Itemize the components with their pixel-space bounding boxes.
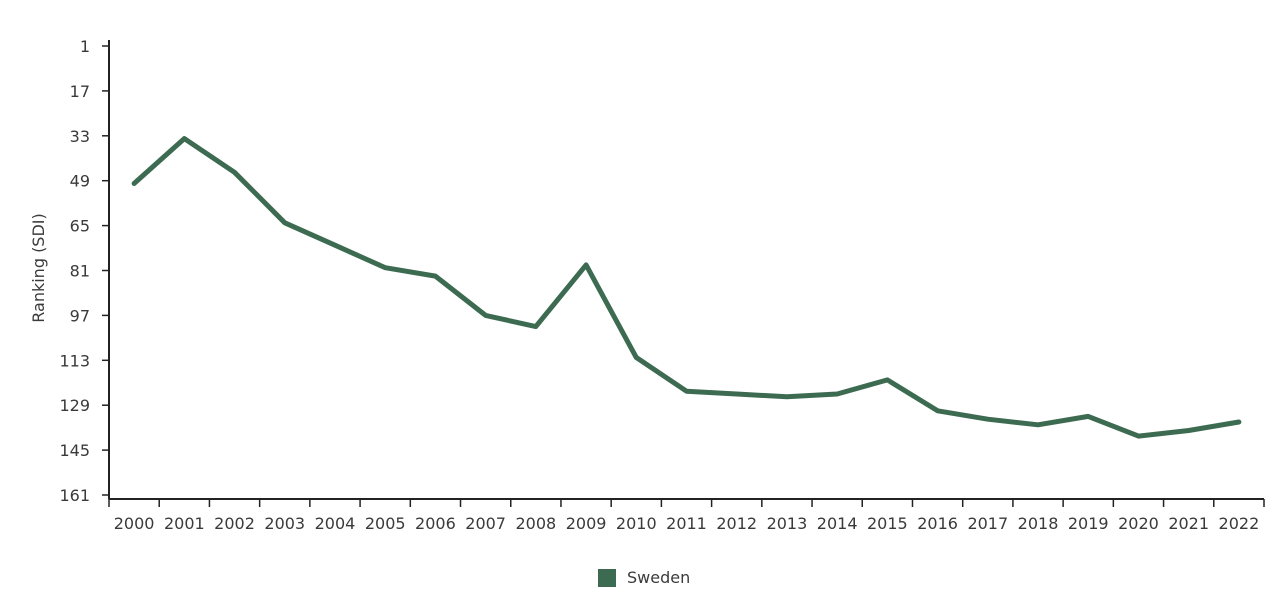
x-tick-label: 2020	[1118, 514, 1159, 533]
y-tick-label: 1	[80, 37, 90, 56]
y-tick-label: 81	[70, 262, 90, 281]
y-axis-label: Ranking (SDI)	[29, 213, 48, 322]
x-tick-label: 2010	[616, 514, 657, 533]
x-tick-label: 2011	[666, 514, 707, 533]
x-tick-label: 2001	[164, 514, 205, 533]
x-tick-label: 2013	[767, 514, 808, 533]
x-tick-label: 2002	[214, 514, 255, 533]
y-tick-label: 65	[70, 217, 90, 236]
x-tick-label: 2003	[264, 514, 305, 533]
y-tick-label: 17	[70, 82, 90, 101]
x-tick-label: 2006	[415, 514, 456, 533]
x-tick-label: 2019	[1068, 514, 1109, 533]
x-tick-label: 2004	[315, 514, 356, 533]
y-tick-labels: 1 17 33 49 65 81 97 113 129 145 161	[59, 37, 109, 505]
x-tick-label: 2007	[465, 514, 506, 533]
legend-swatch-sweden	[598, 568, 616, 587]
x-tick-label: 2000	[114, 514, 155, 533]
series-line-sweden	[131, 136, 1242, 439]
y-tick-label: 49	[70, 172, 90, 191]
x-tick-label: 2015	[867, 514, 908, 533]
x-tick-label: 2018	[1018, 514, 1059, 533]
x-tick-label: 2022	[1219, 514, 1260, 533]
axes	[108, 40, 1264, 500]
y-tick-label: 33	[70, 127, 90, 146]
x-tick-label: 2021	[1168, 514, 1209, 533]
y-tick-label: 97	[70, 306, 90, 325]
x-tick-label: 2017	[967, 514, 1008, 533]
x-tick-label: 2008	[515, 514, 556, 533]
y-tick-label: 113	[59, 351, 90, 370]
series-group	[131, 136, 1242, 439]
x-tick-labels: 2000 2001 2002 2003 2004 2005 2006 2007 2008 2009…	[108, 499, 1265, 533]
y-tick-label: 161	[59, 486, 90, 505]
legend: Sweden	[598, 568, 690, 587]
y-tick-label: 145	[59, 441, 90, 460]
x-tick-label: 2009	[566, 514, 607, 533]
x-tick-label: 2014	[817, 514, 858, 533]
y-tick-label: 129	[59, 396, 90, 415]
x-tick-label: 2016	[917, 514, 958, 533]
legend-label-sweden: Sweden	[627, 568, 691, 587]
x-tick-label: 2005	[365, 514, 406, 533]
x-tick-label: 2012	[716, 514, 757, 533]
